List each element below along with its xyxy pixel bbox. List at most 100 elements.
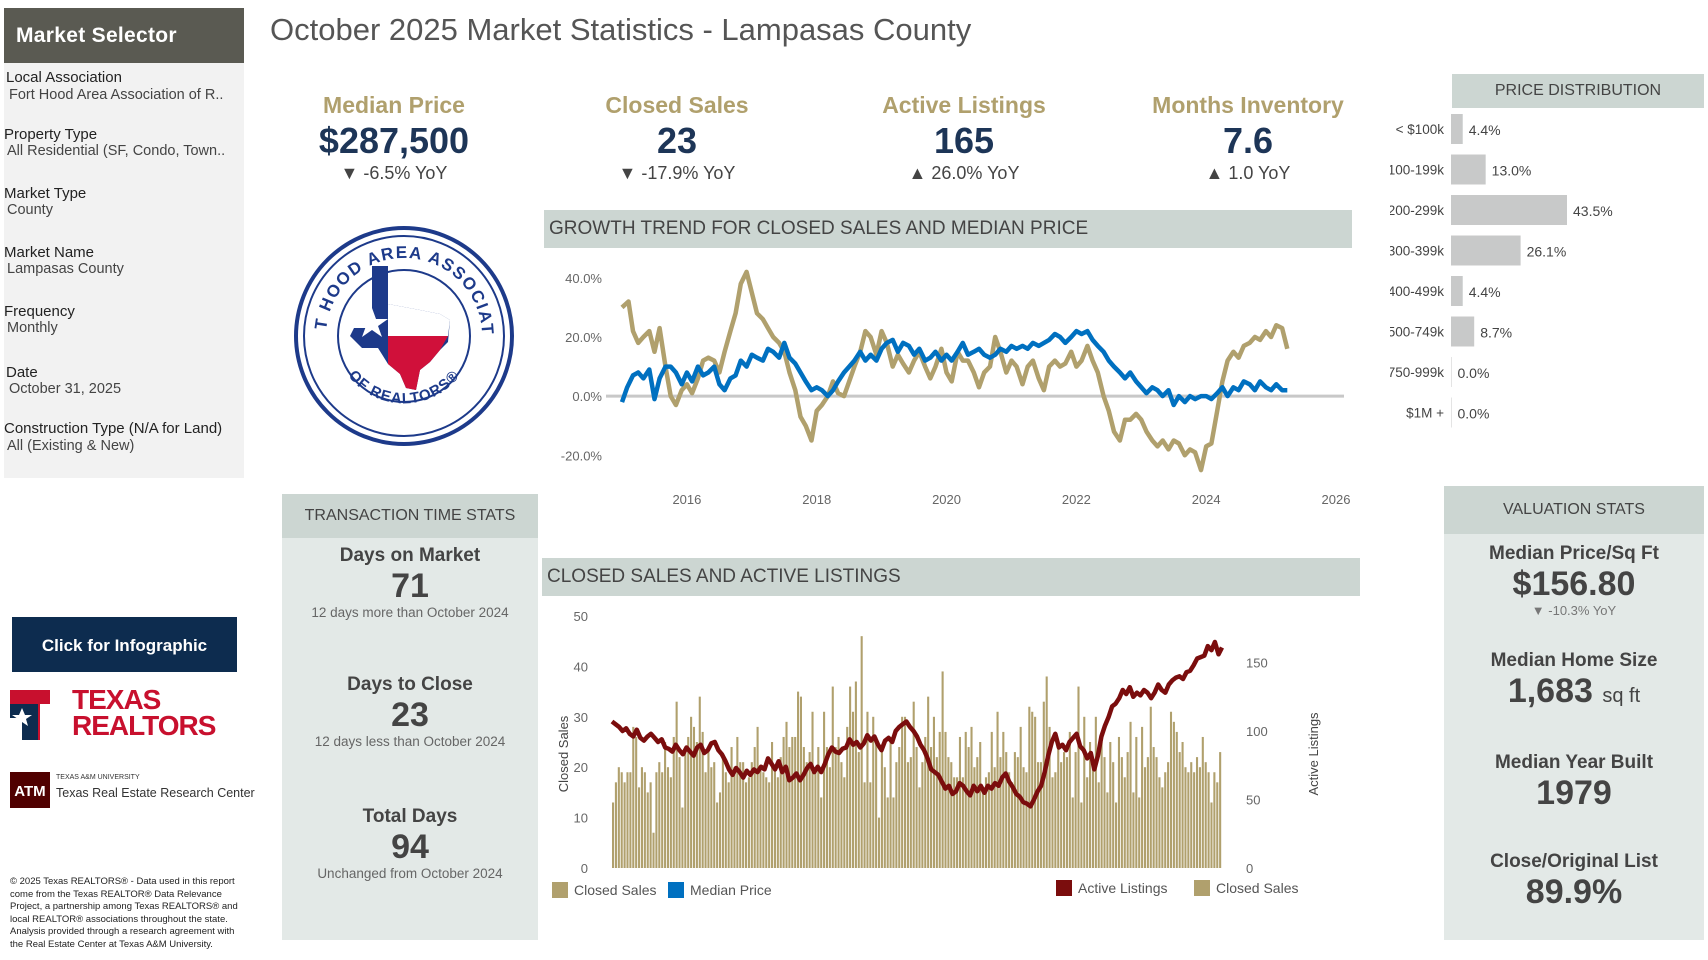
closed-sales-bar — [1141, 726, 1144, 868]
closed-sales-bar — [762, 772, 765, 868]
closed-sales-bar — [918, 787, 921, 868]
closed-sales-bar — [987, 772, 990, 868]
closed-sales-bar — [814, 767, 817, 868]
closed-sales-bar — [753, 747, 756, 868]
association-seal-logo: FORT HOOD AREA ASSOCIATION OF REALTORS® — [292, 224, 514, 446]
legend-label-closed-sales-trend: Closed Sales — [574, 882, 657, 898]
closed-sales-bar — [638, 787, 641, 868]
closed-sales-bar — [1175, 731, 1178, 868]
market-selector-title: Market Selector — [4, 8, 244, 63]
field-value-market-name[interactable]: Lampasas County — [7, 261, 124, 277]
closed-sales-bar — [1028, 706, 1031, 868]
kpi-change: ▲ 1.0 YoY — [1205, 163, 1291, 183]
field-value-local-association[interactable]: Fort Hood Area Association of R.. — [9, 87, 224, 103]
closed-sales-bar — [1080, 802, 1083, 868]
closed-sales-bar — [773, 767, 776, 868]
closed-sales-bar — [1123, 777, 1126, 868]
field-label-property-type: Property Type — [4, 126, 98, 143]
closed-sales-bar — [1172, 721, 1175, 868]
closed-sales-bar — [1161, 787, 1164, 868]
price-band-value: 26.1% — [1527, 244, 1567, 260]
price-band-bar — [1451, 316, 1475, 347]
closed-sales-bar — [1071, 797, 1074, 868]
kpi-label: Months Inventory — [1152, 92, 1344, 118]
x-tick-label: 2026 — [1322, 492, 1351, 507]
field-value-frequency[interactable]: Monthly — [7, 320, 58, 336]
closed-sales-bar — [649, 782, 652, 868]
field-value-construction-type[interactable]: All (Existing & New) — [7, 438, 135, 454]
field-value-date[interactable]: October 31, 2025 — [9, 381, 122, 397]
closed-sales-bar — [779, 757, 782, 868]
closed-sales-bar — [1201, 736, 1204, 868]
closed-sales-bar — [1155, 757, 1158, 868]
closed-sales-bar — [1213, 772, 1216, 868]
closed-sales-bar — [704, 772, 707, 868]
closed-sales-bar — [635, 736, 638, 868]
closed-sales-bar — [747, 777, 750, 868]
field-label-construction-type: Construction Type (N/A for Land) — [4, 420, 223, 437]
series-line-closed-sales — [620, 269, 1290, 473]
closed-sales-bar — [1115, 802, 1118, 868]
closed-sales-bar — [846, 726, 849, 868]
closed-sales-bar — [961, 777, 964, 868]
legend-swatch-median-price-trend — [668, 882, 684, 898]
closed-sales-bar — [932, 716, 935, 868]
closed-sales-bar — [1109, 742, 1112, 868]
transaction-time-stats-panel — [282, 494, 538, 940]
price-distribution-chart: < $100k 4.4% $100-199k 13.0% $200-299k 43.5% $… — [1390, 114, 1613, 428]
closed-sales-bar — [687, 736, 690, 868]
closed-sales-bar — [982, 787, 985, 868]
closed-sales-bar — [652, 832, 655, 868]
closed-sales-bar — [805, 762, 808, 868]
price-band-value: 0.0% — [1458, 406, 1490, 422]
svg-text:ATM: ATM — [14, 783, 45, 800]
closed-sales-bar — [1190, 762, 1193, 868]
x-tick-label: 2020 — [932, 492, 961, 507]
copyright-notice: © 2025 Texas REALTORS® - Data used in th… — [10, 876, 238, 950]
closed-sales-bar — [794, 736, 797, 868]
closed-sales-bar — [620, 772, 623, 868]
closed-sales-bar — [851, 711, 855, 868]
closed-sales-bar — [1164, 772, 1167, 868]
closed-sales-bar — [1126, 752, 1129, 868]
field-value-property-type[interactable]: All Residential (SF, Condo, Town.. — [7, 143, 226, 159]
x-tick-label: 2016 — [672, 492, 701, 507]
closed-sales-bar — [776, 777, 779, 868]
price-band-bar — [1451, 357, 1452, 387]
kpi-value: 23 — [656, 120, 698, 161]
y2-tick-label: 100 — [1246, 724, 1268, 739]
closed-sales-bar — [1143, 767, 1147, 868]
tamu-research-center-logo: ATM TEXAS A&M UNIVERSITY Texas Real Esta… — [8, 772, 255, 812]
closed-sales-active-listings-chart-title: CLOSED SALES AND ACTIVE LISTINGS — [542, 558, 1360, 596]
closed-sales-bar — [632, 726, 635, 868]
y2-tick-label: 50 — [1246, 793, 1260, 808]
field-label-date: Date — [6, 364, 38, 381]
stat-value: 1979 — [1536, 774, 1612, 812]
stat-value-row: 1,683 sq ft — [1444, 672, 1704, 715]
closed-sales-bar — [901, 716, 904, 868]
closed-sales-bar — [1135, 736, 1138, 868]
price-distribution-title: PRICE DISTRIBUTION — [1452, 74, 1704, 108]
closed-sales-bar — [684, 752, 687, 868]
closed-sales-bar — [935, 757, 938, 868]
closed-sales-bar — [1094, 716, 1097, 868]
field-label-frequency: Frequency — [4, 303, 75, 320]
closed-sales-bar — [701, 731, 704, 868]
field-value-market-type[interactable]: County — [7, 202, 53, 218]
texas-flag-map-icon — [350, 266, 450, 390]
kpi-value: 7.6 — [1222, 120, 1274, 161]
closed-sales-bar — [1065, 757, 1068, 868]
legend-swatch-closed-sales-trend — [552, 882, 568, 898]
y-tick-label: 40 — [574, 659, 588, 674]
closed-sales-bar — [1106, 792, 1109, 868]
closed-sales-bar — [889, 736, 892, 868]
stat-unit: sq ft — [1602, 685, 1641, 707]
kpi-closed-sales: Closed Sales 23 ▼ -17.9% YoY — [547, 92, 807, 184]
closed-sales-bar — [629, 772, 632, 868]
infographic-button[interactable]: Click for Infographic — [12, 617, 237, 672]
closed-sales-bar — [721, 757, 724, 868]
closed-sales-bar — [802, 747, 805, 868]
price-band-value: 4.4% — [1469, 122, 1501, 138]
stat-note: 12 days less than October 2024 — [314, 734, 506, 749]
closed-sales-bar — [716, 802, 719, 868]
